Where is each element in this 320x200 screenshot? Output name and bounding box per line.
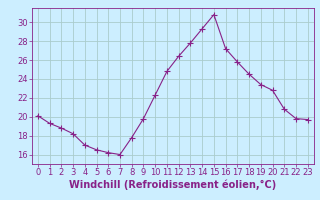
X-axis label: Windchill (Refroidissement éolien,°C): Windchill (Refroidissement éolien,°C) xyxy=(69,180,276,190)
